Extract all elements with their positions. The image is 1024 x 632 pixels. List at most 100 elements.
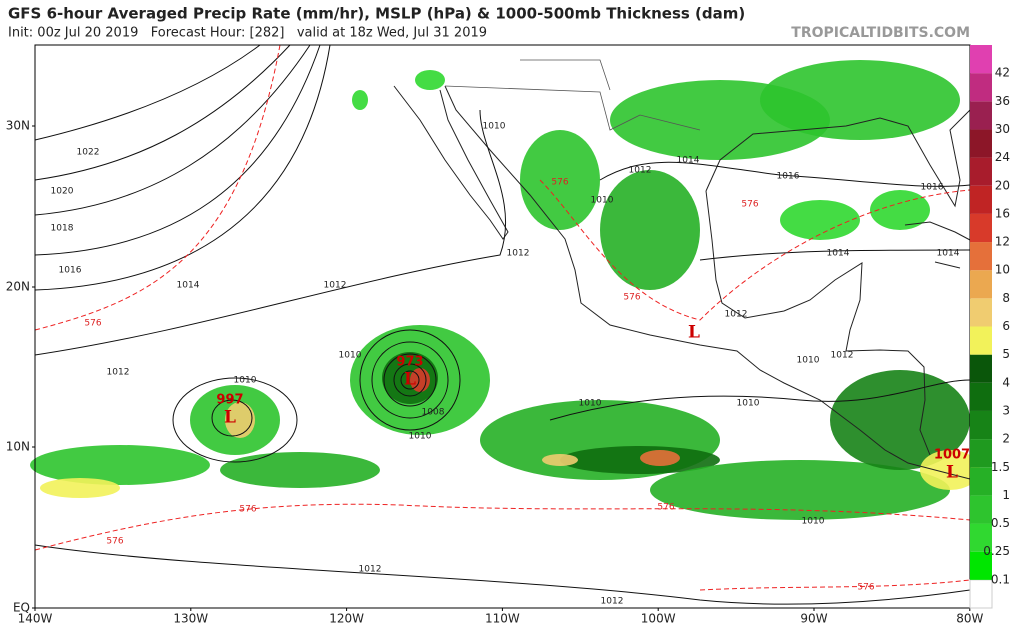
colorbar-swatch [970, 157, 992, 186]
precip-area [382, 352, 438, 404]
colorbar-label: 30 [995, 122, 1010, 136]
low-pressure: 997 [216, 393, 243, 408]
isobar-label: 1014 [177, 281, 200, 291]
precip-layer [30, 60, 980, 520]
colorbar-swatch [970, 101, 992, 130]
colorbar-swatch [970, 129, 992, 158]
isobar-label: 1016 [921, 183, 944, 193]
isobar-label: 1012 [324, 281, 347, 291]
colorbar-label: 12 [995, 235, 1010, 249]
precip-area [520, 130, 600, 230]
thickness-label: 576 [623, 293, 640, 303]
lon-label: 140W [18, 612, 53, 626]
thickness-lines [34, 44, 971, 591]
isobar-label: 1014 [677, 156, 700, 166]
colorbar-swatch [970, 410, 992, 440]
isobar-label: 1010 [483, 122, 506, 132]
colorbar-swatch [970, 354, 992, 383]
colorbar-label: 0.5 [991, 516, 1010, 530]
lat-label: 30N [6, 119, 30, 133]
lat-label: 10N [6, 440, 30, 454]
colorbar-swatch [970, 382, 992, 411]
colorbar-swatch [970, 213, 992, 243]
colorbar-swatch [970, 73, 992, 102]
lon-label: 130W [173, 612, 208, 626]
isobar-label: 1014 [827, 249, 850, 259]
colorbar-label: 24 [995, 150, 1010, 164]
colorbar-swatch [970, 551, 992, 580]
title: GFS 6-hour Averaged Precip Rate (mm/hr),… [8, 5, 745, 23]
isobar-label: 1010 [409, 432, 432, 442]
low-pressure: 973 [396, 355, 423, 370]
colorbar-swatch [970, 439, 992, 468]
colorbar-label: 4 [1002, 375, 1010, 389]
thickness-label: 576 [239, 505, 256, 515]
colorbar-label: 3 [1002, 403, 1010, 417]
colorbar-label: 6 [1002, 319, 1010, 333]
precip-area [542, 454, 578, 466]
precip-area [870, 190, 930, 230]
isobar-label: 1010 [579, 399, 602, 409]
colorbar-swatch [970, 326, 992, 355]
colorbar-swatch [970, 185, 992, 214]
lon-label: 100W [641, 612, 676, 626]
precip-area [760, 60, 960, 140]
isobar-label: 1014 [937, 249, 960, 259]
lat-label: EQ [13, 601, 30, 615]
thickness-label: 576 [106, 537, 123, 547]
colorbar-swatch [970, 45, 992, 74]
colorbar-label: 42 [995, 66, 1010, 80]
isobar-label: 1008 [422, 408, 445, 418]
isobar-label: 1016 [777, 172, 800, 182]
lon-label: 90W [800, 612, 827, 626]
precip-area [560, 446, 720, 474]
lon-label: 110W [485, 612, 520, 626]
low-symbol: L [946, 463, 958, 483]
colorbar-swatch [970, 270, 992, 299]
colorbar-swatch [970, 523, 992, 552]
colorbar-swatch [970, 298, 992, 327]
precip-area [30, 445, 210, 485]
colorbar-swatch [970, 467, 992, 496]
precip-area [415, 70, 445, 90]
low-symbol: L [404, 370, 416, 390]
isobar-label: 1012 [601, 597, 624, 607]
colorbar-label: 0.25 [983, 544, 1010, 558]
colorbar-label: 1.5 [991, 460, 1010, 474]
precip-area [600, 170, 700, 290]
isobar-label: 1012 [107, 368, 130, 378]
isobars [34, 44, 971, 605]
lon-label: 120W [329, 612, 364, 626]
coastlines [393, 59, 971, 480]
isobar-label: 1016 [59, 266, 82, 276]
low-symbol: L [224, 408, 236, 428]
precip-area [640, 450, 680, 466]
isobar-label: 1010 [234, 376, 257, 386]
low-pressure: 1007 [934, 448, 970, 463]
isobar-label: 1012 [629, 166, 652, 176]
colorbar-swatch [970, 495, 992, 524]
watermark: TROPICALTIDBITS.COM [791, 25, 970, 41]
isobar-label: 1022 [77, 148, 100, 158]
colorbar-swatch [970, 242, 992, 271]
isobar-label: 1012 [507, 249, 530, 259]
isobar-label: 1010 [737, 399, 760, 409]
subtitle: Init: 00z Jul 20 2019 Forecast Hour: [28… [8, 26, 487, 41]
colorbar-label: 8 [1002, 291, 1010, 305]
isobar-label: 1010 [339, 351, 362, 361]
colorbar-label: 2 [1002, 432, 1010, 446]
precip-area [780, 200, 860, 240]
colorbar-label: 16 [995, 206, 1010, 220]
isobar-label: 1012 [831, 351, 854, 361]
precip-area [650, 460, 950, 520]
colorbar-label: 10 [995, 263, 1010, 277]
thickness-label: 576 [741, 200, 758, 210]
isobar-label: 1012 [359, 565, 382, 575]
precip-area [352, 90, 368, 110]
colorbar-label: 20 [995, 178, 1010, 192]
precip-area [830, 370, 970, 470]
colorbar-label: 0.1 [991, 572, 1010, 586]
colorbar-bottom [969, 579, 993, 609]
lat-label: 20N [6, 280, 30, 294]
